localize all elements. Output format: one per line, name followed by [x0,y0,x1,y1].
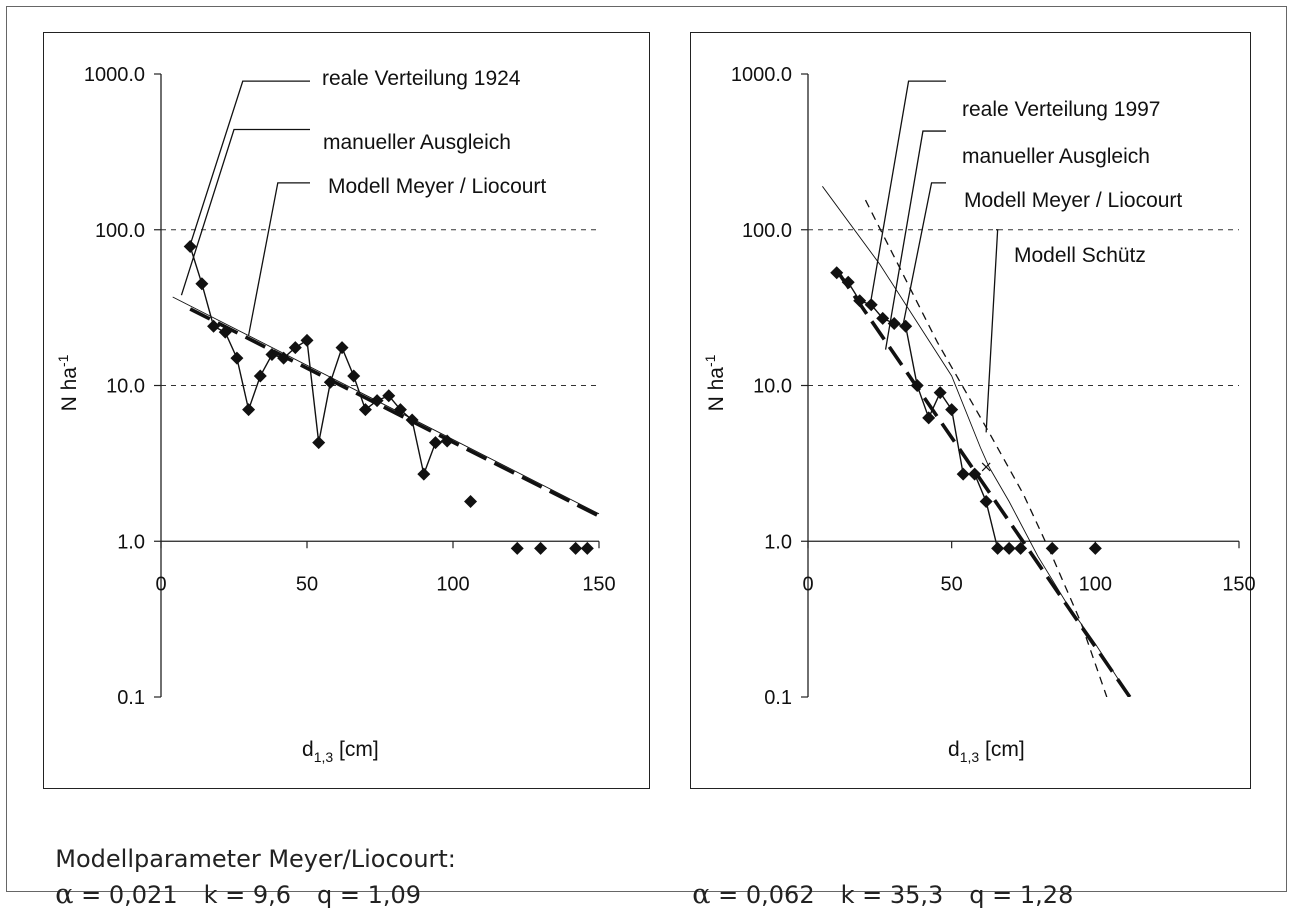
series-line [172,296,600,515]
x-axis-label: d1,3 [cm] [302,738,379,765]
data-point [933,386,947,400]
alpha-value-left: = 0,021 [81,881,178,909]
data-point [864,298,878,312]
k-param-right: k = 35,3 [840,881,944,909]
alpha-value-right: = 0,062 [718,881,815,909]
data-point [510,541,524,555]
alpha-param-right: α = 0,062 [692,879,814,910]
series-group [172,240,600,555]
callout-leader-line [870,80,946,299]
data-point [956,467,970,481]
y-tick-label: 0.1 [764,687,792,709]
data-point [428,436,442,450]
y-tick-label: 1000.0 [84,64,145,86]
y-tick-label: 1.0 [764,531,792,553]
series-line [822,186,1131,697]
chart-panel-right: 1000.0 100.0 10.0 1.0 0.1 0 50 100 150 d1,3 [cm] N… [690,32,1256,789]
data-point [312,436,326,450]
legend-label: manueller Ausgleich [323,131,511,154]
x-tick-label: 50 [296,573,318,595]
footer-params-right: α = 0,062 k = 35,3 q = 1,28 [677,851,1099,910]
y-axis-label: N ha-1 [55,354,81,411]
data-point [922,411,936,425]
data-point [899,319,913,333]
data-point [417,467,431,481]
data-point [979,494,993,508]
legend-label: Modell Meyer / Liocourt [964,189,1182,212]
data-point [841,275,855,289]
q-param-right: q = 1,28 [969,881,1074,909]
legend-label: Modell Meyer / Liocourt [328,175,546,198]
footer-params-left: α = 0,021 k = 9,6 q = 1,09 [40,851,447,910]
data-point [569,541,583,555]
callout-leader-line [902,182,946,327]
data-point [1002,541,1016,555]
data-point [1088,541,1102,555]
alpha-symbol: α [692,879,711,910]
y-tick-label: 10.0 [106,376,145,398]
data-point [242,403,256,417]
data-point [945,403,959,417]
data-point [991,541,1005,555]
y-tick-label: 100.0 [742,220,792,242]
alpha-param-left: α = 0,021 [55,879,177,910]
x-axis-label: d1,3 [cm] [948,738,1025,765]
data-point [464,494,478,508]
data-point [230,351,244,365]
data-point [876,311,890,325]
data-point [335,341,349,355]
x-tick-label: 100 [436,573,469,595]
data-point [580,541,594,555]
data-point [347,369,361,383]
alpha-symbol: α [55,879,74,910]
footer-label: Modellparameter Meyer/Liocourt: [40,817,456,873]
series-line [835,269,1132,697]
y-tick-label: 1.0 [117,531,145,553]
callout-leader-line [189,80,310,246]
callout-leader-line [884,130,946,350]
legend-label: reale Verteilung 1997 [962,98,1161,121]
data-point [1045,541,1059,555]
data-point [382,389,396,403]
series-group [822,186,1132,697]
y-tick-label: 0.1 [117,687,145,709]
page-frame [6,6,1287,892]
k-param-left: k = 9,6 [203,881,292,909]
chart-right-svg: 1000.0 100.0 10.0 1.0 0.1 0 50 100 150 d1,3 [cm] N… [702,64,1256,765]
y-tick-label: 100.0 [95,220,145,242]
data-point [358,403,372,417]
data-point [534,541,548,555]
data-point [1014,541,1028,555]
x-tick-label: 100 [1079,573,1112,595]
y-tick-label: 10.0 [753,376,792,398]
x-tick-label: 0 [802,573,813,595]
legend-label: Modell Schütz [1014,244,1146,267]
x-tick-label: 150 [582,573,615,595]
x-tick-label: 50 [941,573,963,595]
x-tick-label: 150 [1222,573,1255,595]
q-param-left: q = 1,09 [317,881,422,909]
data-point [183,240,197,254]
footer-label-text: Modellparameter Meyer/Liocourt: [55,845,456,873]
point-marker [981,462,991,472]
data-point [207,319,221,333]
data-point [265,348,279,362]
legend-label: reale Verteilung 1924 [322,67,521,90]
data-point [195,277,209,291]
series-line [189,307,600,518]
chart-left-svg: 1000.0 100.0 10.0 1.0 0.1 0 50 100 150 d1,3 [cm] N… [55,64,616,765]
callout-leader-line [247,182,310,336]
series-line [864,199,1108,697]
y-tick-label: 1000.0 [731,64,792,86]
y-axis-label: N ha-1 [702,354,728,411]
x-tick-label: 0 [155,573,166,595]
data-point [300,333,314,347]
callout-leader-line [985,229,999,433]
legend-label: manueller Ausgleich [962,145,1150,168]
chart-panel-left: 1000.0 100.0 10.0 1.0 0.1 0 50 100 150 d1,3 [cm] N… [43,32,650,789]
data-point [253,369,267,383]
callout-leader-line [180,128,310,296]
data-point [288,341,302,355]
